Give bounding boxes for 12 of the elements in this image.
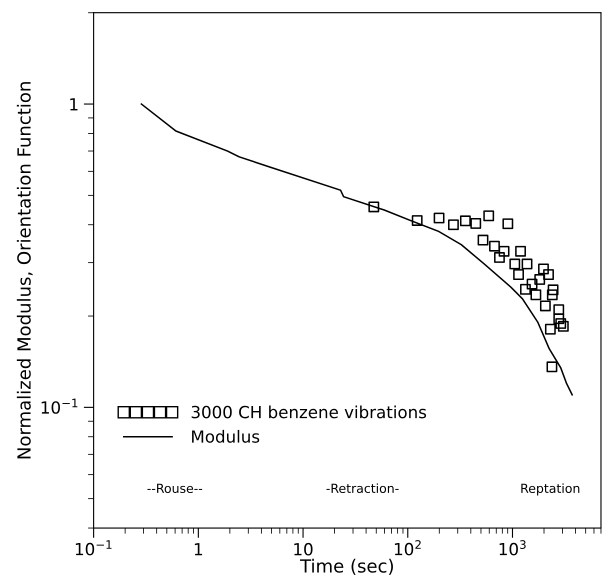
annotation: -Retraction- bbox=[326, 483, 399, 494]
y-axis-title: Normalized Modulus, Orientation Function bbox=[16, 82, 33, 458]
x-tick-label: 10$^{−1}$ bbox=[76, 540, 112, 556]
x-tick-label: 10$^{3}$ bbox=[500, 540, 526, 556]
x-tick-label: 10 bbox=[294, 542, 313, 556]
x-tick-label: 10$^{2}$ bbox=[394, 540, 421, 556]
legend-label: 3000 CH benzene vibrations bbox=[192, 405, 426, 418]
x-axis-title: Time (sec) bbox=[300, 558, 393, 575]
annotation: Reptation bbox=[521, 483, 580, 496]
legend-label: Modulus bbox=[192, 430, 260, 443]
annotation: --Rouse-- bbox=[147, 484, 202, 494]
x-tick-label: 1 bbox=[194, 543, 202, 556]
